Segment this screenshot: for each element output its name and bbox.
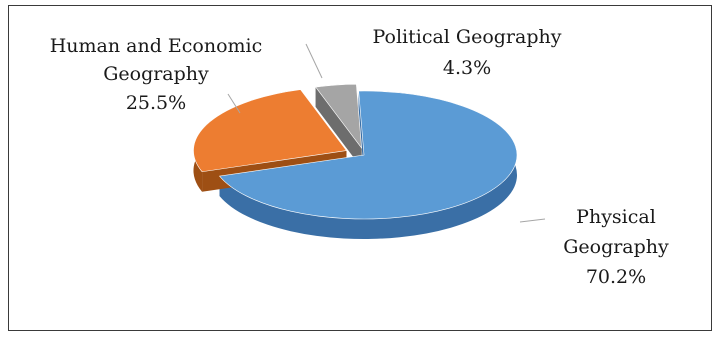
leader-lines [227,43,546,223]
pie-slice-wall-0-0 [358,91,364,175]
leader-line-1 [227,93,241,114]
leader-line-2 [305,43,323,79]
slice-value-label-0: 70.2% [586,266,646,288]
slice-name-label-0: Geography [563,236,669,258]
slice-labels: Physical Geography 70.2% Human and Economic… [50,26,669,288]
slice-name-label-2: Political Geography [373,26,562,48]
slice-name-label-1: Human and Economic [50,35,263,57]
leader-line-0 [519,218,546,223]
slice-value-label-2: 4.3% [443,57,491,79]
slice-name-label-0: Physical [576,206,656,228]
pie-slice-2 [315,83,363,150]
pie-slice-1 [193,89,348,173]
slice-value-label-1: 25.5% [126,92,186,114]
slice-name-label-1: Geography [103,63,209,85]
pie-slice-0 [219,90,518,220]
pie-tops [193,83,518,220]
pie-slice-wall-2-0 [315,87,362,169]
